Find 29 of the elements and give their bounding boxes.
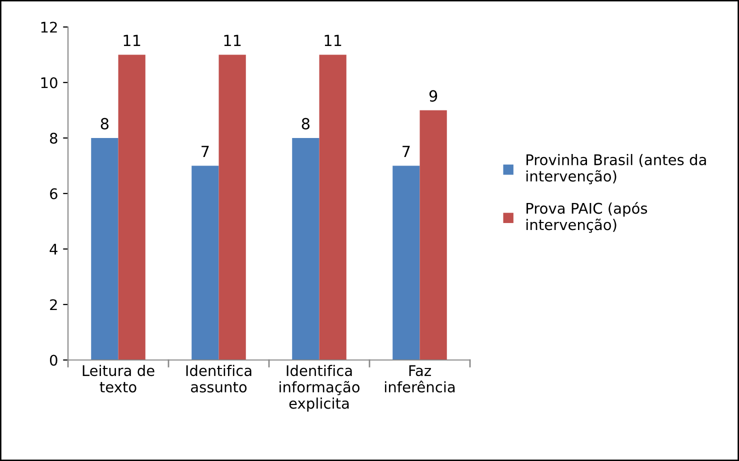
data-label: 11 <box>124 34 140 46</box>
y-tick-label: 8 <box>50 132 58 144</box>
bar <box>91 138 118 360</box>
legend-label: Provinha Brasil (antes da intervenção) <box>526 154 706 184</box>
x-tick-label: Identifica assunto <box>186 364 252 392</box>
x-tick-label: Identifica informação explicita <box>280 364 360 412</box>
data-label: 8 <box>302 118 310 130</box>
x-tick-label: Leitura de texto <box>82 364 154 392</box>
legend-label: Prova PAIC (após intervenção) <box>526 202 648 233</box>
data-label: 11 <box>324 34 342 46</box>
data-label: 7 <box>402 146 410 158</box>
bar <box>319 54 346 360</box>
bar <box>192 166 219 360</box>
data-label: 11 <box>224 34 241 46</box>
data-label: 7 <box>202 146 209 158</box>
y-tick-label: 4 <box>50 244 58 255</box>
x-tick-label: Faz inferência <box>384 365 455 392</box>
data-label: 8 <box>100 118 108 130</box>
y-tick-label: 0 <box>50 354 58 366</box>
y-tick-label: 10 <box>41 77 58 88</box>
y-tick-label: 2 <box>50 299 57 310</box>
bar <box>292 138 320 360</box>
y-tick-label: 6 <box>50 188 58 200</box>
y-tick-label: 12 <box>41 22 57 33</box>
bar <box>218 54 246 360</box>
bar <box>392 166 420 360</box>
data-label: 9 <box>429 90 438 102</box>
bar <box>118 54 146 360</box>
bar <box>420 110 447 360</box>
